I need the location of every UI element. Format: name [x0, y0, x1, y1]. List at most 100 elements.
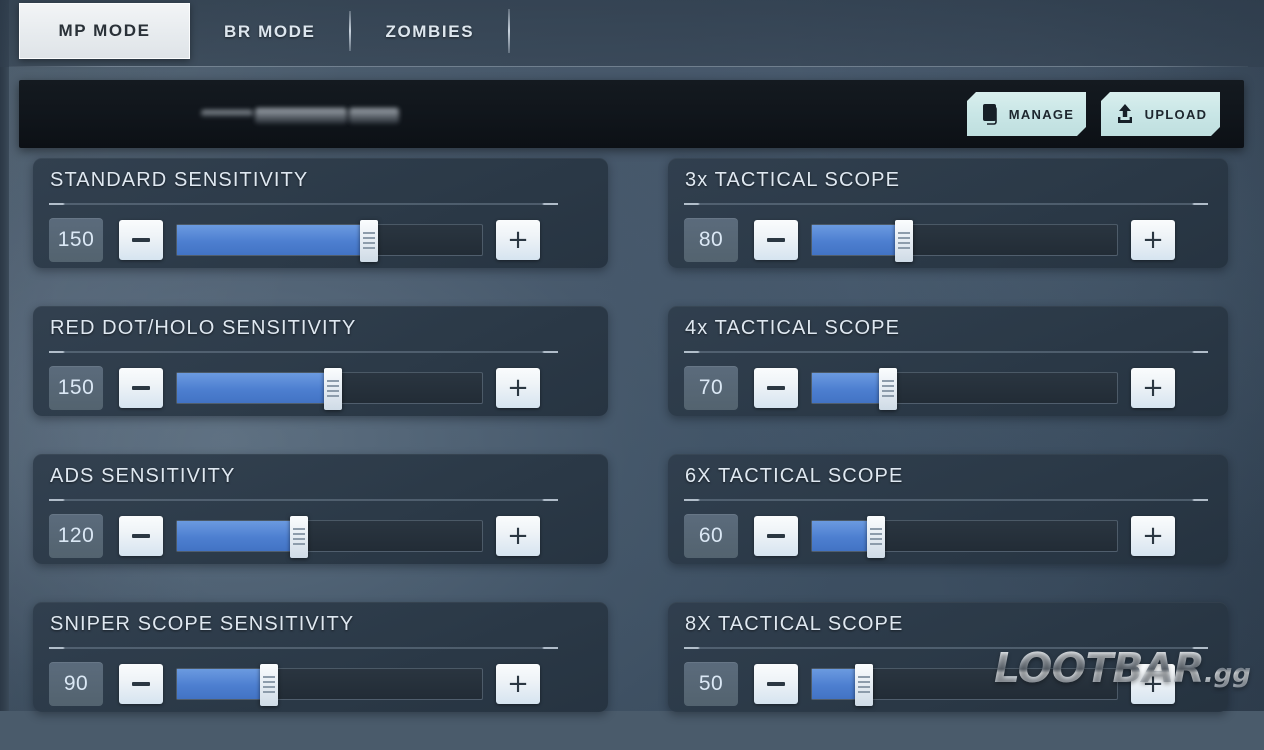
- setting-divider: [684, 203, 1208, 205]
- decrease-button[interactable]: [754, 220, 798, 260]
- slider-track[interactable]: [811, 220, 1118, 262]
- watermark-brand: LOOTBAR: [993, 644, 1205, 692]
- decrease-button[interactable]: [754, 664, 798, 704]
- plus-icon: +: [1142, 671, 1164, 697]
- slider-handle[interactable]: [879, 368, 898, 410]
- tab-zombies[interactable]: ZOMBIES: [351, 3, 508, 61]
- slider-handle[interactable]: [323, 368, 342, 410]
- mode-tabs: MP MODE BR MODE ZOMBIES: [0, 0, 511, 67]
- decrease-button[interactable]: [119, 664, 163, 704]
- minus-icon: [767, 682, 785, 686]
- slider-track[interactable]: [176, 368, 483, 410]
- handle-grip-icon: [897, 232, 910, 250]
- plus-icon: +: [507, 669, 529, 699]
- setting-divider: [49, 203, 558, 205]
- slider-fill: [177, 225, 370, 255]
- decrease-button[interactable]: [754, 368, 798, 408]
- setting-divider: [49, 647, 558, 649]
- decrease-button[interactable]: [119, 368, 163, 408]
- setting-value: 60: [684, 514, 738, 558]
- increase-button[interactable]: +: [1131, 220, 1175, 260]
- mode-tab-bar: MP MODE BR MODE ZOMBIES: [0, 0, 1264, 67]
- left-edge-rail: [0, 0, 9, 711]
- slider-handle[interactable]: [867, 516, 886, 558]
- slider-handle[interactable]: [259, 664, 278, 706]
- slider-row: 120 +: [49, 514, 540, 558]
- slider-track[interactable]: [811, 664, 1118, 706]
- minus-icon: [767, 534, 785, 538]
- setting-value: 70: [684, 366, 738, 410]
- tab-bar-underline: [9, 66, 1248, 67]
- setting-value: 90: [49, 662, 103, 706]
- upload-icon: [1114, 103, 1136, 125]
- setting-value: 150: [49, 366, 103, 410]
- manage-button-label: MANAGE: [1008, 106, 1075, 122]
- plus-icon: +: [1142, 225, 1164, 255]
- setting-title: RED DOT/HOLO SENSITIVITY: [50, 317, 357, 339]
- decrease-button[interactable]: [119, 220, 163, 260]
- minus-icon: [767, 386, 785, 390]
- setting-title: 6X TACTICAL SCOPE: [685, 465, 904, 487]
- setting-title: SNIPER SCOPE SENSITIVITY: [50, 613, 355, 635]
- handle-grip-icon: [262, 676, 275, 694]
- setting-card-3x-tactical-scope: 3x TACTICAL SCOPE 80 +: [668, 158, 1228, 268]
- slider-track[interactable]: [811, 368, 1118, 410]
- slider-track[interactable]: [811, 516, 1118, 558]
- plus-icon: +: [1142, 521, 1164, 551]
- slider-row: 60 +: [684, 514, 1175, 558]
- increase-button[interactable]: +: [1131, 664, 1175, 704]
- decrease-button[interactable]: [754, 516, 798, 556]
- slider-row: 90 +: [49, 662, 540, 706]
- increase-button[interactable]: +: [1131, 516, 1175, 556]
- setting-title: ADS SENSITIVITY: [50, 465, 236, 487]
- slider-handle[interactable]: [854, 664, 873, 706]
- tab-br-mode[interactable]: BR MODE: [190, 3, 349, 61]
- slider-row: 50 +: [684, 662, 1175, 706]
- setting-title: 8X TACTICAL SCOPE: [685, 613, 904, 635]
- handle-grip-icon: [363, 232, 376, 250]
- setting-card-standard-sensitivity: STANDARD SENSITIVITY 150 +: [33, 158, 608, 268]
- manage-button[interactable]: MANAGE: [967, 92, 1086, 136]
- increase-button[interactable]: +: [496, 664, 540, 704]
- increase-button[interactable]: +: [496, 220, 540, 260]
- upload-button[interactable]: UPLOAD: [1101, 92, 1220, 136]
- slider-handle[interactable]: [360, 220, 379, 262]
- setting-card-ads-sensitivity: ADS SENSITIVITY 120 +: [33, 454, 608, 564]
- plus-icon: +: [1142, 373, 1164, 403]
- setting-value: 120: [49, 514, 103, 558]
- setting-title: 3x TACTICAL SCOPE: [685, 169, 901, 191]
- increase-button[interactable]: +: [1131, 368, 1175, 408]
- sensitivity-column-right: 3x TACTICAL SCOPE 80 + 4x TACTICAL SCOPE…: [668, 158, 1228, 750]
- slider-row: 150 +: [49, 218, 540, 262]
- slider-track[interactable]: [176, 220, 483, 262]
- handle-grip-icon: [857, 676, 870, 694]
- profile-banner: MANAGE UPLOAD: [19, 80, 1244, 148]
- tab-divider-1: [349, 11, 352, 51]
- slider-track[interactable]: [176, 664, 483, 706]
- lootbar-watermark: LOOTBAR.gg: [994, 644, 1251, 692]
- banner-actions: MANAGE UPLOAD: [967, 92, 1220, 136]
- slider-fill: [812, 225, 904, 255]
- banner-blurred-text-3: [349, 108, 399, 124]
- decrease-button[interactable]: [119, 516, 163, 556]
- slider-handle[interactable]: [290, 516, 308, 558]
- documents-icon: [979, 103, 1000, 125]
- setting-divider: [684, 351, 1208, 353]
- slider-fill: [177, 669, 269, 699]
- tab-mp-mode[interactable]: MP MODE: [19, 3, 190, 59]
- increase-button[interactable]: +: [496, 368, 540, 408]
- banner-blurred-text-2: [255, 108, 347, 124]
- plus-icon: +: [507, 225, 529, 255]
- slider-row: 80 +: [684, 218, 1175, 262]
- slider-fill: [812, 521, 877, 551]
- setting-card-4x-tactical-scope: 4x TACTICAL SCOPE 70 +: [668, 306, 1228, 416]
- slider-handle[interactable]: [894, 220, 913, 262]
- setting-card-6x-tactical-scope: 6X TACTICAL SCOPE 60 +: [668, 454, 1228, 564]
- plus-icon: +: [507, 373, 529, 403]
- slider-track[interactable]: [176, 516, 483, 558]
- setting-card-sniper-scope-sensitivity: SNIPER SCOPE SENSITIVITY 90 +: [33, 602, 608, 712]
- banner-blurred-text-1: [201, 110, 253, 117]
- setting-title: STANDARD SENSITIVITY: [50, 169, 309, 191]
- minus-icon: [132, 386, 150, 390]
- increase-button[interactable]: +: [496, 516, 540, 556]
